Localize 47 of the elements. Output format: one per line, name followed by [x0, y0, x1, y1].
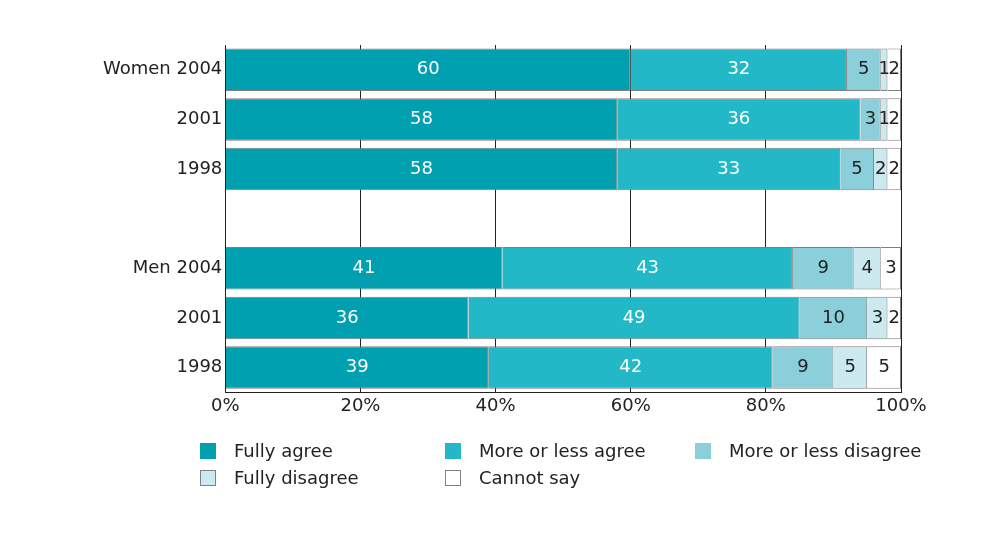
data-label: 1: [878, 107, 890, 129]
data-label: 4: [861, 256, 873, 277]
data-label: 36: [727, 107, 751, 129]
data-label: 39: [345, 355, 369, 377]
data-label: 42: [619, 355, 643, 377]
x-tick-label: 40%: [475, 393, 516, 415]
data-label: 58: [410, 156, 433, 178]
data-label: 60: [416, 57, 440, 79]
legend-label: Fully agree: [234, 440, 333, 461]
legend-label: Cannot say: [479, 467, 581, 488]
x-tick-label: 20%: [340, 393, 381, 415]
data-label: 32: [727, 57, 751, 79]
data-label: 2: [888, 57, 900, 79]
data-label: 43: [636, 256, 660, 277]
data-label: 3: [864, 107, 877, 129]
data-label: 5: [851, 156, 863, 178]
x-tick-label: 0%: [211, 393, 240, 415]
data-label: 36: [335, 305, 359, 327]
x-tick-label: 100%: [875, 393, 927, 415]
y-tick-label: 1998: [176, 156, 223, 178]
data-label: 2: [888, 305, 900, 327]
data-label: 58: [410, 107, 433, 129]
y-tick-label: 2001: [176, 305, 223, 327]
data-label: 10: [821, 305, 845, 327]
data-label: 9: [817, 256, 830, 277]
data-label: 9: [797, 355, 809, 377]
data-label: 3: [885, 256, 897, 277]
data-label: 49: [622, 305, 646, 327]
y-tick-label: Women 2004: [102, 57, 223, 79]
legend-label: Fully disagree: [234, 467, 359, 488]
data-label: 33: [717, 156, 741, 178]
y-tick-label: Men 2004: [132, 256, 223, 277]
data-label: 2: [888, 107, 900, 129]
x-tick-label: 80%: [745, 393, 786, 415]
y-tick-label: 1998: [176, 355, 223, 377]
y-tick-label: 2001: [176, 107, 223, 129]
x-tick-label: 60%: [610, 393, 651, 415]
data-label: 2: [875, 156, 887, 178]
legend-label: More or less disagree: [729, 440, 922, 461]
legend-label: More or less agree: [479, 440, 646, 461]
data-label: 5: [858, 57, 870, 79]
data-label: 2: [888, 156, 900, 178]
data-label: 5: [878, 355, 890, 377]
data-label: 5: [844, 355, 857, 377]
data-label: 41: [352, 256, 376, 277]
data-label: 3: [871, 305, 884, 327]
data-label: 1: [878, 57, 890, 79]
